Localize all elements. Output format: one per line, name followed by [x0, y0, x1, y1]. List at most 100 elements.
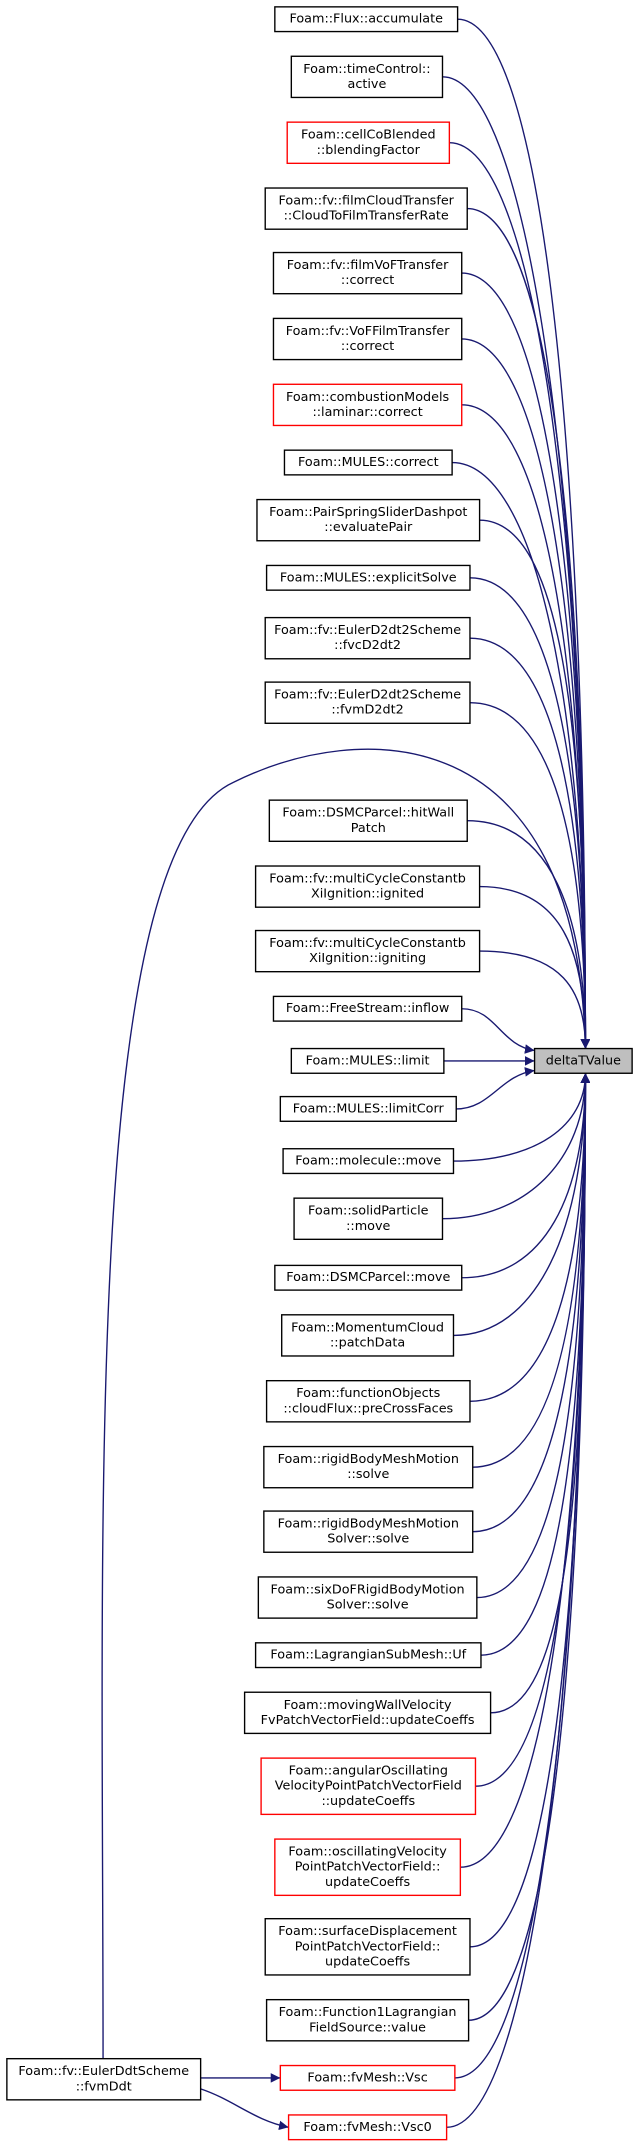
node-box[interactable]	[274, 1838, 462, 1897]
node-label[interactable]: updateCoeffs	[325, 1954, 410, 1969]
node-label[interactable]: Foam::Function1Lagrangian	[279, 2005, 457, 2020]
node-label[interactable]: Foam::oscillatingVelocity	[288, 1845, 447, 1860]
node-label[interactable]: Foam::movingWallVelocity	[284, 1698, 452, 1713]
node-label[interactable]: Foam::fvMesh::Vsc	[307, 2070, 427, 2085]
node[interactable]: Foam::surfaceDisplacementPointPatchVecto…	[264, 1917, 471, 1976]
node[interactable]: Foam::angularOscillatingVelocityPointPat…	[260, 1757, 477, 1816]
node-label[interactable]: Foam::PairSpringSliderDashpot	[269, 505, 467, 520]
node-label[interactable]: Foam::fv::filmVoFTransfer	[287, 258, 449, 273]
node-label[interactable]: Patch	[351, 821, 386, 836]
node[interactable]: Foam::fv::filmCloudTransfer::CloudToFilm…	[264, 187, 468, 230]
node-label[interactable]: Solver::solve	[327, 1598, 409, 1613]
node[interactable]: Foam::MULES::limitCorr	[279, 1095, 457, 1122]
node-label[interactable]: ::patchData	[330, 1335, 405, 1350]
node-box[interactable]	[265, 564, 471, 591]
node[interactable]: Foam::timeControl::active	[290, 55, 444, 99]
node-box[interactable]	[272, 383, 463, 427]
node-label[interactable]: ::fvmDdt	[76, 2079, 132, 2094]
node[interactable]: Foam::FreeStream::inflow	[272, 995, 463, 1022]
node-box[interactable]	[263, 1445, 474, 1489]
node-label[interactable]: ::updateCoeffs	[321, 1794, 415, 1809]
node-box[interactable]	[274, 6, 459, 33]
node-label[interactable]: Foam::MomentumCloud	[291, 1320, 444, 1335]
node-label[interactable]: Foam::fv::EulerD2dt2Scheme	[274, 623, 461, 638]
node-box[interactable]	[287, 2114, 448, 2141]
node-box[interactable]	[272, 995, 463, 1022]
node-label[interactable]: Foam::LagrangianSubMesh::Uf	[270, 1648, 466, 1663]
node[interactable]: Foam::fv::EulerDdtScheme::fvmDdt	[6, 2057, 202, 2101]
node-box[interactable]	[264, 616, 471, 660]
node-box[interactable]	[279, 2064, 456, 2091]
node-box[interactable]	[293, 1197, 444, 1241]
node-box[interactable]	[290, 55, 444, 99]
node-label[interactable]: XiIgnition::igniting	[309, 951, 426, 966]
node-label[interactable]: FvPatchVectorField::updateCoeffs	[261, 1713, 475, 1728]
node-box[interactable]	[257, 1576, 478, 1619]
node-label[interactable]: ::fvmD2dt2	[331, 703, 403, 718]
node[interactable]: Foam::molecule::move	[282, 1148, 455, 1175]
node-label[interactable]: Foam::fv::VoFFilmTransfer	[286, 324, 451, 339]
node[interactable]: Foam::DSMCParcel::move	[274, 1264, 463, 1291]
node-box[interactable]	[264, 681, 471, 724]
node[interactable]: Foam::fv::multiCycleConstantbXiIgnition:…	[254, 929, 481, 973]
node-box[interactable]	[282, 1148, 455, 1175]
node-label[interactable]: ::cloudFlux::preCrossFaces	[283, 1401, 453, 1416]
node[interactable]: Foam::combustionModels::laminar::correct	[272, 383, 463, 427]
node[interactable]: Foam::fv::VoFFilmTransfer::correct	[272, 317, 463, 361]
node[interactable]: Foam::fvMesh::Vsc	[279, 2064, 456, 2091]
node-box[interactable]	[260, 1757, 477, 1816]
node-label[interactable]: Foam::solidParticle	[308, 1204, 429, 1219]
node[interactable]: Foam::MULES::correct	[283, 449, 453, 476]
node[interactable]: Foam::solidParticle::move	[293, 1197, 444, 1241]
node-label[interactable]: ::blendingFactor	[317, 143, 421, 158]
node-box[interactable]	[263, 1510, 474, 1553]
node-box[interactable]	[254, 1642, 482, 1669]
node[interactable]: Foam::cellCoBlended::blendingFactor	[286, 121, 451, 165]
node[interactable]: Foam::fv::EulerD2dt2Scheme::fvmD2dt2	[264, 681, 471, 724]
node-label[interactable]: XiIgnition::ignited	[311, 887, 424, 902]
node-box[interactable]	[286, 121, 451, 165]
node[interactable]: Foam::fv::EulerD2dt2Scheme::fvcD2dt2	[264, 616, 471, 660]
node[interactable]: Foam::MULES::limit	[290, 1047, 445, 1074]
node-label[interactable]: ::fvcD2dt2	[334, 638, 401, 653]
node-label[interactable]: Foam::DSMCParcel::move	[286, 1270, 450, 1285]
node-label[interactable]: Solver::solve	[327, 1532, 409, 1547]
node-label[interactable]: Foam::MULES::limitCorr	[293, 1101, 445, 1116]
node-box[interactable]	[265, 1379, 471, 1423]
node-label[interactable]: Foam::timeControl::	[303, 62, 430, 77]
node-label[interactable]: ::solve	[347, 1467, 389, 1482]
node[interactable]: Foam::movingWallVelocityFvPatchVectorFie…	[243, 1691, 492, 1735]
node-label[interactable]: Foam::angularOscillating	[289, 1764, 448, 1779]
node[interactable]: Foam::LagrangianSubMesh::Uf	[254, 1642, 482, 1669]
node[interactable]: Foam::Function1LagrangianFieldSource::va…	[265, 1998, 470, 2042]
node-label[interactable]: Foam::fv::multiCycleConstantb	[269, 872, 466, 887]
node-label[interactable]: VelocityPointPatchVectorField	[275, 1779, 462, 1794]
node[interactable]: Foam::Flux::accumulate	[274, 6, 459, 33]
node-box[interactable]	[256, 498, 481, 542]
node-box[interactable]	[279, 1095, 457, 1122]
node[interactable]: Foam::MULES::explicitSolve	[265, 564, 471, 591]
node-label[interactable]: PointPatchVectorField::	[295, 1860, 441, 1875]
node-label[interactable]: Foam::FreeStream::inflow	[286, 1001, 449, 1016]
node-label[interactable]: PointPatchVectorField::	[295, 1939, 441, 1954]
node-label[interactable]: ::evaluatePair	[324, 520, 413, 535]
node-label[interactable]: Foam::rigidBodyMeshMotion	[278, 1452, 459, 1467]
node[interactable]: Foam::fv::multiCycleConstantbXiIgnition:…	[254, 865, 481, 908]
node-label[interactable]: active	[347, 77, 386, 92]
node-label[interactable]: Foam::fv::filmCloudTransfer	[279, 194, 455, 209]
node-box[interactable]	[265, 1998, 470, 2042]
node[interactable]: Foam::fvMesh::Vsc0	[287, 2114, 448, 2141]
node-label[interactable]: Foam::functionObjects	[296, 1386, 440, 1401]
node-label[interactable]: Foam::fv::multiCycleConstantb	[269, 936, 466, 951]
node-label[interactable]: Foam::DSMCParcel::hitWall	[282, 806, 454, 821]
node-box[interactable]	[274, 1264, 463, 1291]
node[interactable]: Foam::PairSpringSliderDashpot::evaluateP…	[256, 498, 481, 542]
node-box[interactable]	[264, 187, 468, 230]
node-label[interactable]: Foam::sixDoFRigidBodyMotion	[271, 1582, 465, 1597]
node-box[interactable]	[272, 251, 463, 295]
node-label[interactable]: Foam::molecule::move	[295, 1154, 441, 1169]
node-box[interactable]	[283, 449, 453, 476]
